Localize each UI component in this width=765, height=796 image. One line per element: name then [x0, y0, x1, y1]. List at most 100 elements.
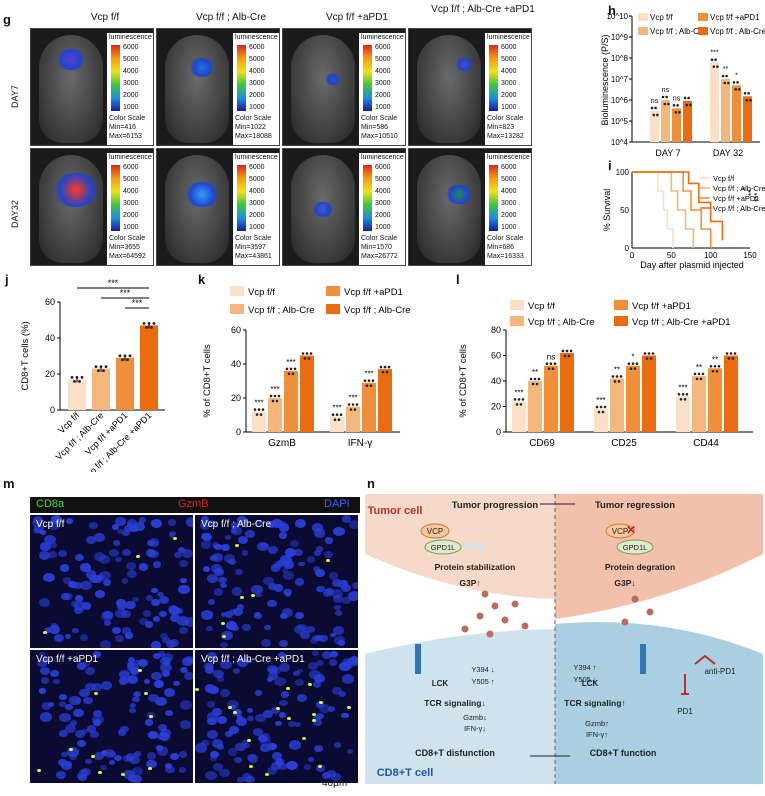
dapi-nucleus	[229, 608, 237, 616]
data-point	[118, 354, 122, 358]
dapi-nucleus	[232, 667, 240, 674]
dapi-nucleus	[107, 750, 116, 757]
dapi-nucleus	[98, 554, 111, 564]
data-point	[99, 365, 103, 368]
bar	[346, 406, 360, 432]
tcr-receptor	[640, 644, 646, 674]
data-point	[647, 352, 651, 355]
data-point	[645, 357, 649, 360]
data-point	[711, 369, 715, 373]
dapi-nucleus	[69, 753, 78, 761]
dapi-nucleus	[131, 766, 143, 776]
y-tick-label: 40	[45, 333, 55, 343]
t-cell-right-region	[555, 622, 763, 784]
dapi-nucleus	[60, 760, 73, 771]
dapi-nucleus	[200, 540, 212, 549]
significance-label: **	[614, 365, 620, 374]
data-point	[597, 410, 601, 414]
mouse-image-0-0: luminescence 6000 5000 4000 3000 2000 1000 Colo…	[30, 28, 154, 146]
data-point	[743, 92, 747, 95]
dapi-nucleus	[148, 693, 159, 703]
data-point	[652, 113, 656, 117]
dapi-nucleus	[124, 632, 133, 639]
tcr-up-label: TCR signaling↑	[564, 698, 625, 708]
data-point	[367, 379, 371, 382]
x-tick-label: 150	[743, 251, 757, 260]
scale-max: Max=10510	[361, 133, 398, 140]
dapi-nucleus	[251, 585, 263, 595]
scale-caption: Color Scale	[361, 115, 398, 122]
dapi-nucleus	[341, 657, 354, 667]
data-point	[713, 364, 717, 368]
regression-label: Tumor regression	[595, 500, 675, 511]
dapi-nucleus	[292, 670, 300, 676]
dapi-nucleus	[153, 653, 161, 660]
dapi-nucleus	[165, 765, 175, 774]
dapi-nucleus	[340, 583, 351, 592]
dapi-nucleus	[321, 651, 332, 660]
dapi-nucleus	[43, 573, 55, 583]
dapi-nucleus	[156, 591, 164, 598]
dapi-nucleus	[216, 715, 227, 724]
data-point	[633, 367, 637, 370]
cd8-cell	[144, 692, 149, 696]
tumor-cell-label: Tumor cell	[368, 505, 423, 517]
dapi-nucleus	[311, 650, 319, 657]
y-tick-label: 60	[45, 297, 55, 307]
row-label-day32: DAY32	[10, 200, 20, 228]
dapi-nucleus	[145, 594, 154, 601]
data-point	[672, 104, 676, 107]
data-point	[678, 111, 681, 114]
dapi-nucleus	[79, 634, 89, 642]
dapi-nucleus	[233, 708, 243, 716]
data-point	[347, 403, 351, 406]
panel-label-j: j	[5, 272, 9, 287]
dapi-nucleus	[332, 594, 344, 603]
panel-label-n: n	[367, 476, 375, 491]
mouse-silhouette	[417, 155, 481, 263]
scale-caption: Color Scale	[487, 115, 524, 122]
dapi-nucleus	[270, 707, 280, 715]
scale-tick: 2000	[123, 92, 139, 99]
group-label: DAY 32	[713, 148, 743, 158]
cd8-cell	[121, 773, 126, 777]
significance-label: **	[747, 190, 756, 196]
data-point	[601, 410, 605, 414]
significance-label: ***	[364, 370, 373, 379]
data-point	[273, 394, 277, 398]
dapi-nucleus	[133, 522, 146, 532]
dapi-nucleus	[271, 518, 283, 528]
scale-min: Min=3597	[235, 244, 266, 251]
bar	[116, 357, 134, 410]
dapi-nucleus	[296, 694, 307, 703]
dapi-nucleus	[179, 767, 187, 773]
data-point	[551, 367, 555, 370]
dapi-nucleus	[89, 521, 99, 529]
group-label: CD44	[693, 438, 719, 449]
dapi-nucleus	[81, 767, 91, 776]
scale-tick: 1000	[501, 104, 517, 111]
dapi-nucleus	[118, 669, 130, 679]
dapi-nucleus	[212, 762, 224, 771]
dapi-nucleus	[278, 712, 287, 719]
dapi-nucleus	[327, 705, 336, 712]
scale-bar-label: 40μm	[322, 778, 348, 789]
panel-label-m: m	[3, 476, 15, 491]
dapi-nucleus	[297, 623, 307, 632]
data-point	[679, 398, 683, 401]
y-axis-label: % of CD8+T cells	[458, 344, 469, 418]
scale-tick: 6000	[123, 44, 139, 51]
pd1-receptor	[681, 674, 689, 695]
dapi-nucleus	[157, 723, 167, 732]
dapi-nucleus	[127, 570, 137, 578]
dapi-nucleus	[185, 517, 193, 527]
group-title-2: Vcp f/f +aPD1	[326, 12, 388, 23]
data-point	[736, 81, 739, 84]
dapi-nucleus	[333, 526, 346, 537]
y-tick-label: 0	[236, 427, 241, 437]
scale-tick: 6000	[501, 164, 517, 171]
dapi-nucleus	[260, 732, 271, 741]
dapi-nucleus	[266, 520, 276, 528]
data-point	[674, 111, 678, 114]
dapi-nucleus	[217, 676, 224, 682]
